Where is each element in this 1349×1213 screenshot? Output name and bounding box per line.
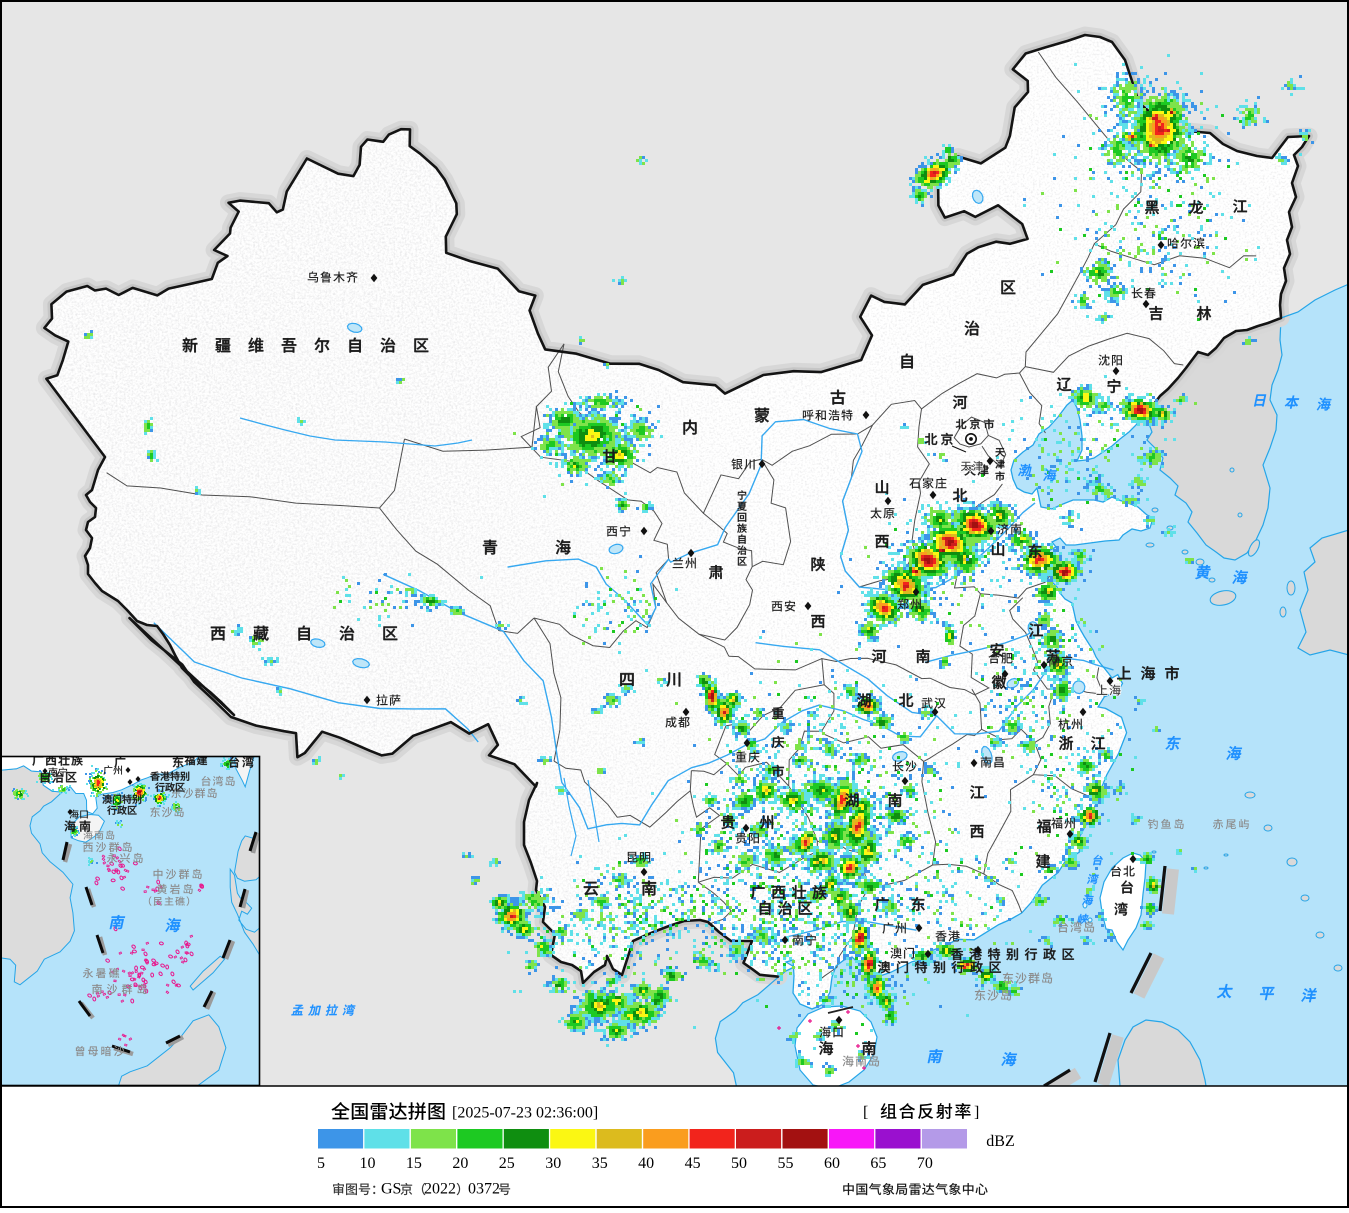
svg-text:10: 10 xyxy=(359,1155,375,1172)
svg-text:0372: 0372 xyxy=(468,1181,500,1198)
svg-text:70: 70 xyxy=(917,1155,933,1172)
svg-text:60: 60 xyxy=(824,1155,840,1172)
svg-text:dBZ: dBZ xyxy=(986,1133,1014,1150)
svg-text:]: ] xyxy=(974,1104,979,1121)
svg-text:[2025-07-23 02:36:00]: [2025-07-23 02:36:00] xyxy=(452,1105,598,1122)
svg-text:45: 45 xyxy=(685,1155,701,1172)
svg-text:15: 15 xyxy=(406,1155,422,1172)
svg-text:[: [ xyxy=(863,1104,868,1121)
svg-text:20: 20 xyxy=(452,1155,468,1172)
svg-text:55: 55 xyxy=(778,1155,794,1172)
svg-text:5: 5 xyxy=(317,1155,325,1172)
svg-text:35: 35 xyxy=(592,1155,608,1172)
svg-text:GS: GS xyxy=(381,1181,401,1198)
svg-text:40: 40 xyxy=(638,1155,654,1172)
svg-text:50: 50 xyxy=(731,1155,747,1172)
svg-text:30: 30 xyxy=(545,1155,561,1172)
svg-text:25: 25 xyxy=(499,1155,515,1172)
svg-text:2022: 2022 xyxy=(424,1181,456,1198)
svg-text:65: 65 xyxy=(870,1155,886,1172)
